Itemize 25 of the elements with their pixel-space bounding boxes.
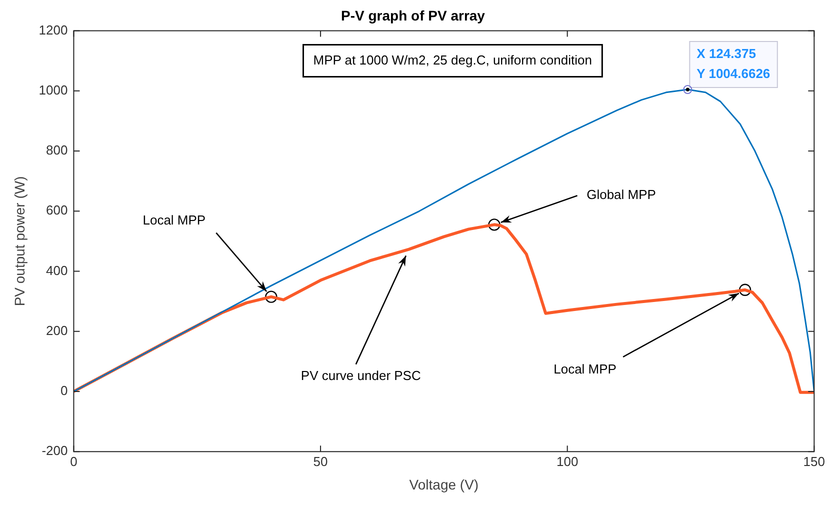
x-tick-label: 100 <box>556 454 578 469</box>
y-axis-title: PV output power (W) <box>11 176 28 306</box>
point <box>738 284 752 296</box>
x-axis-title: Voltage (V) <box>409 476 479 492</box>
x-tick-label: 50 <box>313 454 328 469</box>
y-tick-label: 1000 <box>38 82 68 98</box>
point <box>265 290 278 303</box>
annotation: PV curve under PSC <box>300 368 421 383</box>
chart-title: P-V graph of PV array <box>341 7 486 24</box>
y-tick-label: 200 <box>46 322 68 338</box>
x-tick-label: 0 <box>70 454 78 469</box>
annotation: MPP at 1000 W/m2, 25 deg.C, uniform condition <box>313 52 592 68</box>
y-tick-label: -200 <box>42 443 68 458</box>
annotation: X 124.375 <box>696 46 756 62</box>
y-tick-label: 0 <box>60 383 68 398</box>
y-tick-label: 1200 <box>38 22 68 38</box>
annotation: Global MPP <box>586 187 656 202</box>
annotation: Y 1004.6626 <box>696 66 770 82</box>
annotation: Local MPP <box>142 212 206 228</box>
point <box>488 218 500 231</box>
x-tick-label: 150 <box>803 454 826 469</box>
y-tick-label: 400 <box>46 262 68 278</box>
annotation: Local MPP <box>554 361 616 376</box>
y-tick-label: 600 <box>46 202 68 218</box>
y-tick-label: 800 <box>46 142 68 158</box>
